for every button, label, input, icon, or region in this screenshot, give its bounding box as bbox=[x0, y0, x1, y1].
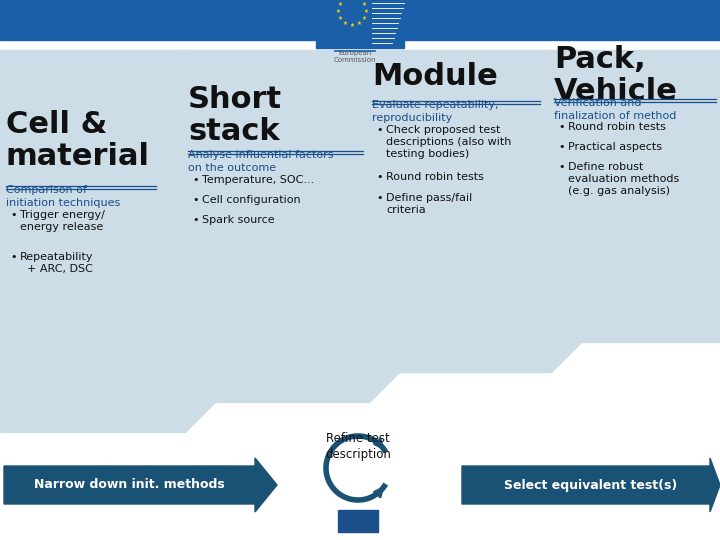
Polygon shape bbox=[185, 402, 215, 432]
Polygon shape bbox=[369, 372, 399, 402]
Polygon shape bbox=[182, 50, 185, 432]
Text: Short
stack: Short stack bbox=[188, 85, 282, 146]
Bar bbox=[182, 50, 369, 402]
Text: European
Commission: European Commission bbox=[334, 50, 377, 63]
Polygon shape bbox=[366, 50, 369, 402]
Text: Round robin tests: Round robin tests bbox=[568, 122, 666, 132]
Text: ★: ★ bbox=[343, 0, 348, 2]
Text: •: • bbox=[192, 195, 199, 205]
Text: ★: ★ bbox=[364, 9, 369, 14]
Text: ★: ★ bbox=[336, 9, 341, 14]
Text: Verification and
finalization of method: Verification and finalization of method bbox=[554, 98, 676, 121]
Bar bbox=[548, 50, 720, 342]
Text: Check proposed test
descriptions (also with
testing bodies): Check proposed test descriptions (also w… bbox=[386, 125, 511, 159]
Text: Evaluate repeatability,
reproducibility: Evaluate repeatability, reproducibility bbox=[372, 100, 498, 123]
Text: ★: ★ bbox=[356, 0, 361, 2]
Text: Define pass/fail
criteria: Define pass/fail criteria bbox=[386, 193, 472, 215]
Text: Module: Module bbox=[372, 62, 498, 91]
Text: ★: ★ bbox=[361, 2, 366, 6]
Polygon shape bbox=[4, 458, 277, 512]
Bar bbox=[0, 50, 185, 432]
Text: •: • bbox=[10, 252, 17, 262]
Text: •: • bbox=[558, 142, 564, 152]
Polygon shape bbox=[548, 50, 551, 372]
Text: Comparison of
initiation techniques: Comparison of initiation techniques bbox=[6, 185, 120, 208]
Text: •: • bbox=[10, 210, 17, 220]
Text: ★: ★ bbox=[350, 23, 354, 28]
Text: ★: ★ bbox=[356, 21, 361, 25]
Text: •: • bbox=[376, 172, 382, 182]
Text: Spark source: Spark source bbox=[202, 215, 274, 225]
Text: Refine test
description: Refine test description bbox=[325, 432, 391, 461]
Text: Cell &
material: Cell & material bbox=[6, 110, 150, 172]
Bar bbox=[366, 50, 551, 372]
Text: Analyse influential factors
on the outcome: Analyse influential factors on the outco… bbox=[188, 150, 333, 173]
Polygon shape bbox=[551, 342, 581, 372]
Text: Cell configuration: Cell configuration bbox=[202, 195, 301, 205]
Text: •: • bbox=[376, 125, 382, 135]
Text: Select equivalent test(s): Select equivalent test(s) bbox=[505, 478, 678, 491]
Text: ★: ★ bbox=[361, 16, 366, 21]
Text: ★: ★ bbox=[343, 21, 348, 25]
Text: •: • bbox=[192, 175, 199, 185]
Bar bbox=[316, 0, 404, 48]
Text: •: • bbox=[558, 122, 564, 132]
Text: ★: ★ bbox=[338, 2, 342, 6]
Bar bbox=[338, 510, 378, 532]
Text: Temperature, SOC...: Temperature, SOC... bbox=[202, 175, 314, 185]
Bar bbox=[0, 0, 720, 40]
Text: Round robin tests: Round robin tests bbox=[386, 172, 484, 182]
Text: Define robust
evaluation methods
(e.g. gas analysis): Define robust evaluation methods (e.g. g… bbox=[568, 162, 679, 196]
Text: •: • bbox=[376, 193, 382, 203]
Polygon shape bbox=[462, 458, 720, 512]
Text: Narrow down init. methods: Narrow down init. methods bbox=[34, 478, 225, 491]
Text: •: • bbox=[192, 215, 199, 225]
Text: Repeatability
  + ARC, DSC: Repeatability + ARC, DSC bbox=[20, 252, 94, 274]
Text: Practical aspects: Practical aspects bbox=[568, 142, 662, 152]
Text: •: • bbox=[558, 162, 564, 172]
Text: Trigger energy/
energy release: Trigger energy/ energy release bbox=[20, 210, 105, 232]
Text: ★: ★ bbox=[338, 16, 342, 21]
Text: Pack,
Vehicle: Pack, Vehicle bbox=[554, 45, 678, 106]
